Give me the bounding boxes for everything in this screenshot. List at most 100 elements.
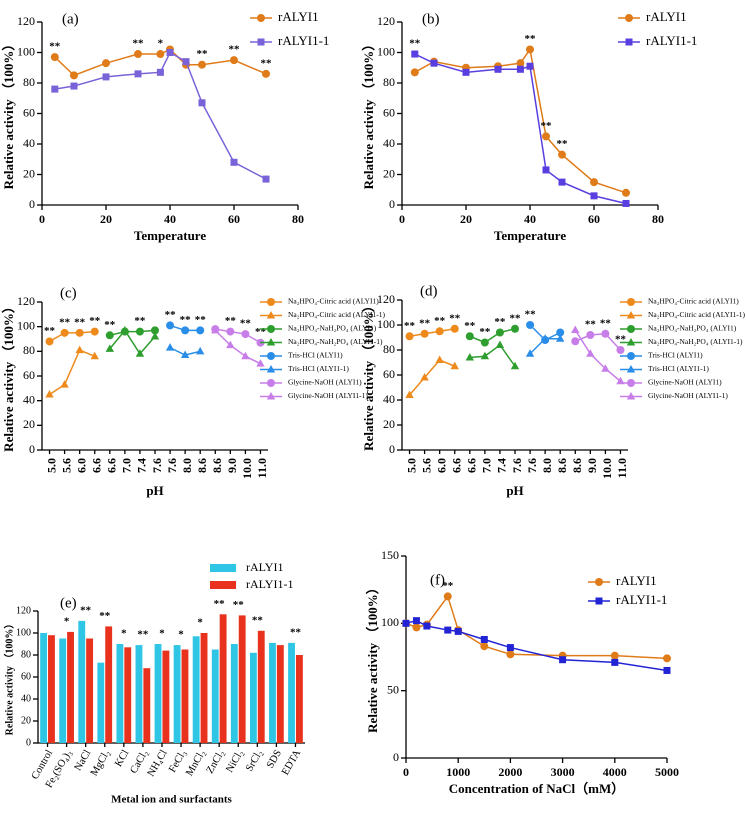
- bar: [288, 642, 295, 743]
- legend-label: Tris-HCl (ALYI1-1): [288, 364, 349, 373]
- marker: [506, 650, 515, 659]
- series-line: [109, 329, 156, 356]
- significance: **: [252, 614, 264, 626]
- bar: [162, 650, 170, 743]
- x-tick-label: 10.0: [600, 458, 614, 479]
- marker: [410, 68, 419, 77]
- marker: [420, 373, 429, 381]
- marker: [495, 328, 504, 337]
- x-axis-label: pH: [506, 483, 523, 498]
- marker: [525, 349, 535, 357]
- legend-marker: [627, 298, 635, 306]
- x-tick-label: MgCl₂: [89, 748, 113, 778]
- legend-marker: [627, 352, 635, 360]
- y-tick-label: 0: [389, 442, 395, 456]
- y-tick-label: 20: [23, 417, 35, 431]
- bar: [116, 644, 124, 743]
- legend-marker: [626, 392, 636, 400]
- bar: [124, 647, 132, 743]
- significance: **: [525, 33, 537, 45]
- x-tick-label: NiCl₂: [224, 748, 246, 775]
- legend-label: Tris-HCl (ALYI1): [648, 351, 703, 360]
- panel-label: (f): [430, 572, 445, 588]
- x-tick-label: 0: [399, 212, 405, 226]
- marker: [50, 53, 59, 62]
- bar: [143, 668, 151, 743]
- marker: [622, 199, 630, 207]
- y-tick-label: 60: [23, 105, 35, 119]
- legend-marker: [266, 338, 276, 346]
- y-tick-label: 120: [377, 292, 395, 306]
- significance: *: [178, 629, 184, 641]
- legend-label: rALYI1: [646, 9, 687, 24]
- series-line: [214, 329, 261, 365]
- legend-label: rALYI1-1: [246, 577, 293, 591]
- marker: [542, 166, 550, 174]
- significance: **: [404, 320, 416, 332]
- y-tick-label: 40: [23, 392, 35, 406]
- y-tick-label: 60: [383, 105, 395, 119]
- marker: [198, 99, 206, 107]
- bar: [78, 620, 86, 743]
- marker: [226, 340, 235, 349]
- marker: [90, 351, 99, 360]
- marker: [450, 324, 459, 333]
- y-tick-label: 100: [17, 44, 35, 58]
- marker: [70, 71, 78, 80]
- series-line: [49, 349, 96, 396]
- y-tick-label: 80: [383, 75, 395, 89]
- marker: [480, 351, 490, 360]
- y-axis-label: Relative activity （100%）: [1, 38, 16, 190]
- x-tick-label: 40: [524, 212, 536, 226]
- legend-label: rALYI1-1: [646, 33, 697, 48]
- marker: [540, 334, 550, 342]
- marker: [450, 361, 459, 370]
- marker: [465, 353, 474, 361]
- panel-label: (a): [62, 11, 79, 27]
- y-tick-label: 40: [383, 392, 395, 406]
- panel-label: (c): [60, 285, 77, 301]
- x-axis-label: Metal ion and surfactants: [111, 794, 232, 806]
- significance: **: [510, 312, 522, 324]
- significance: **: [137, 629, 149, 641]
- marker: [198, 60, 206, 69]
- y-axis-label: Relative activity （100%）: [361, 38, 376, 190]
- legend-swatch: [210, 581, 236, 589]
- x-tick-label: 0: [403, 765, 409, 779]
- bar: [154, 644, 162, 743]
- significance: **: [74, 316, 86, 328]
- bar: [105, 626, 113, 743]
- significance: **: [225, 315, 237, 327]
- marker: [230, 56, 238, 65]
- marker: [506, 644, 514, 652]
- legend-label: rALYI1-1: [278, 33, 329, 48]
- x-tick-label: 4000: [603, 765, 627, 779]
- panel-label: (b): [422, 11, 440, 27]
- marker: [151, 326, 159, 335]
- marker: [156, 68, 164, 76]
- x-tick-label: 40: [164, 212, 176, 226]
- series-line: [469, 328, 516, 344]
- significance: **: [585, 319, 597, 331]
- significance: **: [229, 44, 241, 56]
- marker: [135, 349, 145, 357]
- x-tick-label: 20: [100, 212, 112, 226]
- x-tick-label: 6.0: [74, 458, 88, 473]
- marker: [211, 325, 220, 334]
- x-tick-label: SrCl₂: [244, 748, 265, 774]
- x-tick-label: 6.6: [465, 458, 479, 473]
- significance: **: [197, 48, 209, 60]
- significance: **: [479, 326, 491, 338]
- x-tick-label: 7.0: [480, 458, 494, 473]
- marker: [182, 58, 190, 66]
- marker: [180, 350, 190, 359]
- significance: *: [121, 628, 127, 640]
- x-tick-label: 7.6: [150, 458, 164, 473]
- marker: [462, 68, 470, 76]
- y-tick-label: 20: [383, 417, 395, 431]
- x-tick-label: 11.0: [615, 458, 629, 478]
- y-tick-label: 60: [383, 367, 395, 381]
- marker: [105, 331, 114, 340]
- significance: **: [255, 326, 267, 338]
- x-tick-label: SDS: [265, 748, 284, 770]
